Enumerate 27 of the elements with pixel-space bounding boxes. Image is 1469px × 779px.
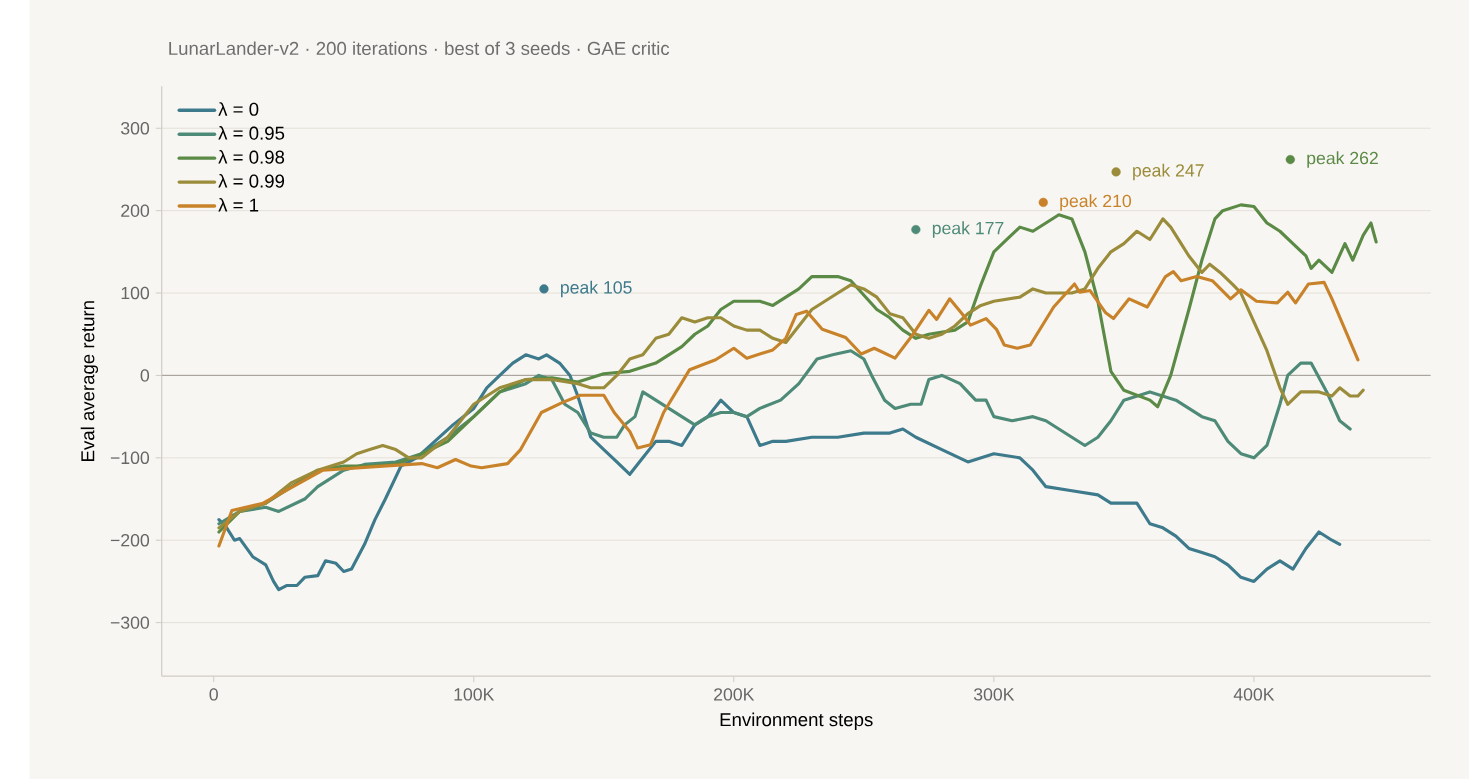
y-tick-label: −100: [110, 451, 150, 465]
chart-title: LunarLander-v2 · 200 iterations · best of 3 seeds · GAE critic: [169, 41, 670, 56]
x-tick-label: 200K: [714, 688, 755, 701]
x-tick-label: 400K: [1233, 688, 1275, 701]
x-tick-label: 100K: [454, 688, 495, 701]
legend-label: λ = 0.98: [218, 150, 285, 164]
x-axis-title: Environment steps: [720, 712, 873, 730]
annotation: peak 262: [1307, 151, 1378, 168]
annotation: peak 210: [1060, 194, 1132, 211]
y-tick-label: 0: [140, 369, 150, 382]
x-tick-label: 0: [209, 688, 218, 701]
legend-label: λ = 0: [218, 102, 259, 116]
y-tick-label: 100: [121, 286, 150, 300]
line-series: [217, 270, 1360, 548]
annotation: peak 247: [1133, 163, 1204, 181]
y-tick-label: 300: [120, 121, 150, 135]
legend-label: λ = 1: [218, 197, 259, 212]
y-tick-label: −300: [110, 616, 150, 629]
legend-label: λ = 0.99: [218, 173, 285, 188]
line-series: [217, 353, 1342, 592]
y-tick-label: 200: [121, 204, 150, 217]
legend-label: λ = 0.95: [218, 126, 285, 140]
annotation: peak 105: [560, 280, 632, 298]
y-axis-title: Eval average return: [80, 301, 99, 461]
annotation: peak 177: [932, 221, 1004, 238]
y-tick-label: −200: [110, 533, 150, 547]
x-tick-label: 300K: [973, 688, 1015, 701]
